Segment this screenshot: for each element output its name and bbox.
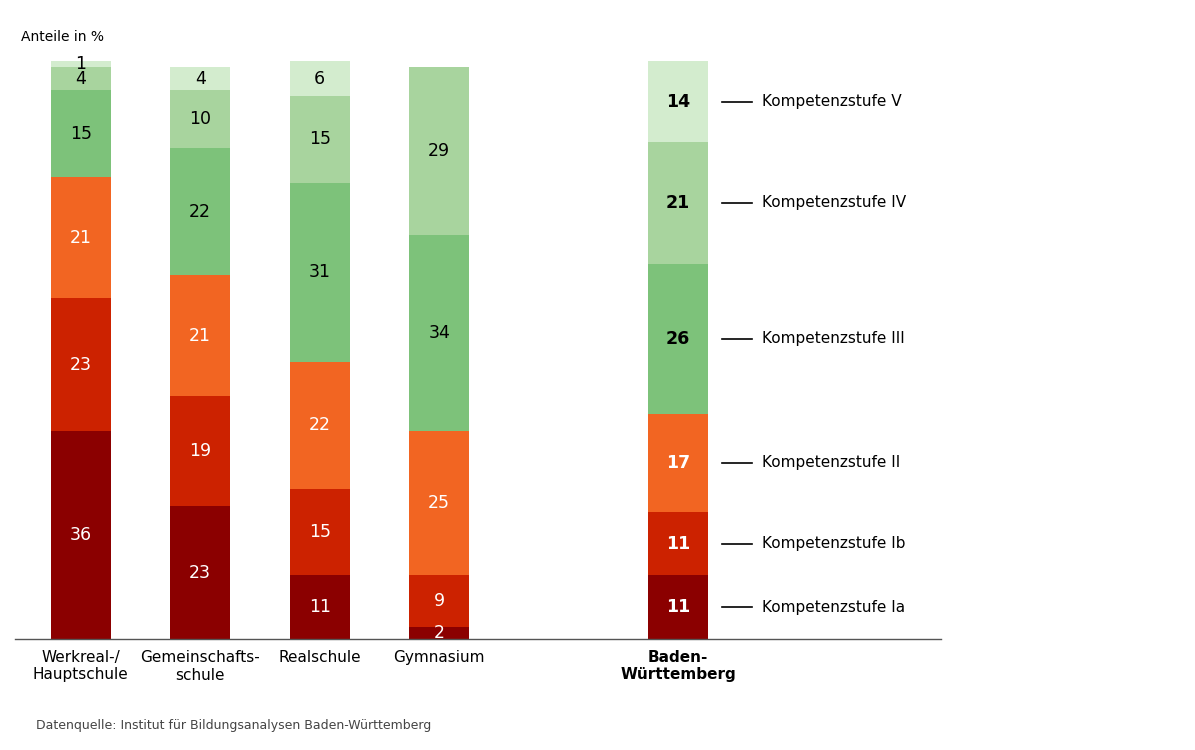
Bar [410, 67, 470, 235]
Text: 15: 15 [69, 124, 92, 142]
Text: Datenquelle: Institut für Bildungsanalysen Baden-Württemberg: Datenquelle: Institut für Bildungsanalys… [36, 719, 431, 732]
Text: 11: 11 [666, 535, 691, 553]
Bar [51, 90, 111, 177]
Text: 26: 26 [666, 329, 691, 347]
Bar [410, 575, 470, 628]
Text: 29: 29 [428, 142, 451, 160]
Text: 10: 10 [189, 110, 212, 128]
Text: 23: 23 [189, 563, 212, 581]
Bar [51, 431, 111, 639]
Text: 4: 4 [195, 70, 206, 88]
Text: Anteile in %: Anteile in % [22, 30, 104, 44]
Text: 23: 23 [69, 356, 92, 374]
Bar [290, 62, 350, 96]
Bar [648, 512, 707, 575]
Bar [171, 396, 231, 506]
Text: 15: 15 [308, 523, 331, 541]
Text: 36: 36 [69, 526, 92, 544]
Bar [410, 628, 470, 639]
Text: 22: 22 [189, 202, 212, 220]
Bar [51, 298, 111, 431]
Bar [290, 489, 350, 575]
Text: Kompetenzstufe IV: Kompetenzstufe IV [761, 195, 906, 210]
Bar [290, 575, 350, 639]
Bar [290, 96, 350, 183]
Bar [648, 142, 707, 263]
Text: 34: 34 [428, 324, 451, 342]
Bar [171, 506, 231, 639]
Text: Kompetenzstufe Ib: Kompetenzstufe Ib [761, 536, 906, 551]
Text: 25: 25 [428, 494, 451, 512]
Bar [51, 177, 111, 298]
Text: Kompetenzstufe II: Kompetenzstufe II [761, 455, 900, 470]
Bar [290, 362, 350, 489]
Bar [171, 148, 231, 275]
Bar [171, 275, 231, 396]
Text: 21: 21 [189, 327, 212, 345]
Text: 31: 31 [308, 263, 331, 281]
Bar [51, 67, 111, 90]
Text: Kompetenzstufe III: Kompetenzstufe III [761, 331, 905, 346]
Text: 11: 11 [308, 598, 331, 616]
Text: 1: 1 [75, 56, 86, 74]
Text: 14: 14 [666, 93, 691, 111]
Text: 6: 6 [314, 70, 325, 88]
Text: Kompetenzstufe Ia: Kompetenzstufe Ia [761, 600, 905, 615]
Bar [171, 67, 231, 90]
Bar [648, 263, 707, 414]
Text: 4: 4 [75, 70, 86, 88]
Bar [171, 90, 231, 148]
Text: 2: 2 [434, 624, 445, 642]
Bar [410, 235, 470, 431]
Text: 17: 17 [666, 454, 691, 472]
Text: 21: 21 [666, 194, 691, 211]
Text: 9: 9 [434, 592, 445, 610]
Text: Kompetenzstufe V: Kompetenzstufe V [761, 94, 901, 110]
Text: 11: 11 [666, 598, 691, 616]
Bar [410, 431, 470, 575]
Bar [648, 575, 707, 639]
Text: 19: 19 [189, 442, 212, 460]
Bar [290, 183, 350, 362]
Bar [648, 62, 707, 142]
Bar [51, 62, 111, 67]
Text: 15: 15 [308, 130, 331, 148]
Text: 22: 22 [308, 416, 331, 434]
Text: 21: 21 [69, 229, 92, 247]
Bar [648, 414, 707, 512]
